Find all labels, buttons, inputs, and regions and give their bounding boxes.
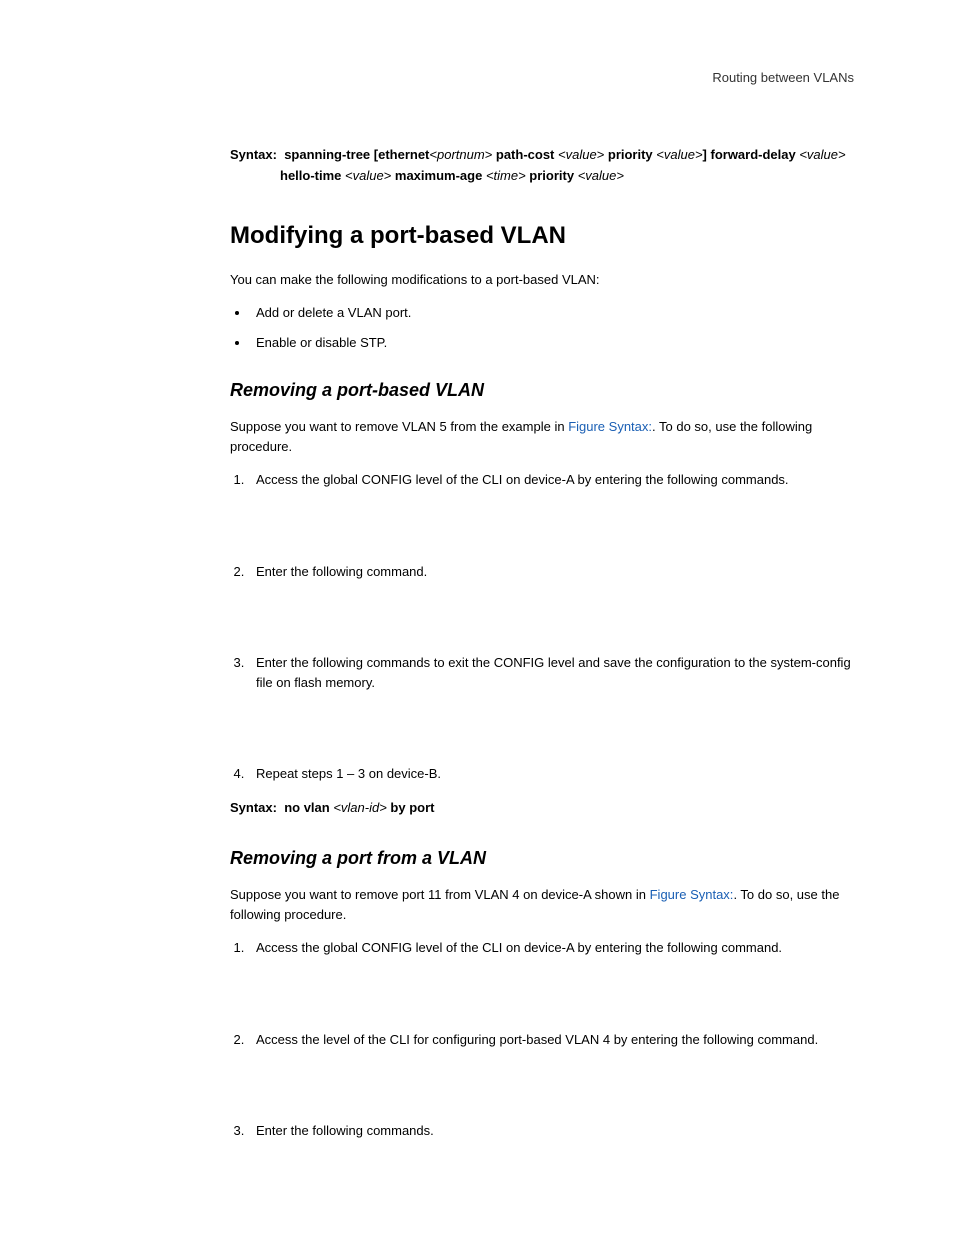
intro-paragraph: You can make the following modifications… (230, 270, 864, 290)
list-item: Access the global CONFIG level of the CL… (248, 470, 864, 490)
list-item: Enter the following commands. (248, 1121, 864, 1141)
list-item: Access the global CONFIG level of the CL… (248, 938, 864, 958)
heading-removing-port: Removing a port from a VLAN (230, 848, 864, 869)
text-span: Suppose you want to remove VLAN 5 from t… (230, 419, 568, 434)
list-item: Access the level of the CLI for configur… (248, 1030, 864, 1050)
removing-vlan-paragraph: Suppose you want to remove VLAN 5 from t… (230, 417, 864, 456)
syntax-text: ] forward-delay (703, 147, 800, 162)
syntax-text: priority (526, 168, 578, 183)
heading-modifying-vlan: Modifying a port-based VLAN (230, 222, 864, 250)
removing-port-paragraph: Suppose you want to remove port 11 from … (230, 885, 864, 924)
page-header: Routing between VLANs (90, 70, 864, 85)
list-item: Enter the following command. (248, 562, 864, 582)
modifications-list: Add or delete a VLAN port. Enable or dis… (250, 303, 864, 352)
text-span: Suppose you want to remove port 11 from … (230, 887, 650, 902)
figure-link[interactable]: Figure Syntax: (568, 419, 652, 434)
removing-port-steps: Access the global CONFIG level of the CL… (248, 938, 864, 1141)
figure-link[interactable]: Figure Syntax: (650, 887, 734, 902)
syntax-no-vlan: Syntax: no vlan <vlan-id> by port (230, 798, 864, 819)
syntax-text: hello-time (280, 168, 345, 183)
list-item: Enable or disable STP. (250, 333, 864, 353)
list-item: Add or delete a VLAN port. (250, 303, 864, 323)
syntax-param: <value> (578, 168, 624, 183)
syntax-param: <value> (558, 147, 604, 162)
syntax-param: <value> (656, 147, 702, 162)
removing-vlan-steps: Access the global CONFIG level of the CL… (248, 470, 864, 784)
syntax-param: <vlan-id> (333, 800, 386, 815)
syntax-label: Syntax: (230, 147, 277, 162)
syntax-param: <portnum> (429, 147, 492, 162)
syntax-text: maximum-age (391, 168, 486, 183)
syntax-text: by port (387, 800, 435, 815)
heading-removing-vlan: Removing a port-based VLAN (230, 380, 864, 401)
syntax-label: Syntax: (230, 800, 277, 815)
syntax-text: path-cost (492, 147, 558, 162)
syntax-text: no vlan (284, 800, 333, 815)
syntax-spanning-tree: Syntax: spanning-tree [ethernet<portnum>… (230, 145, 864, 187)
syntax-param: <value> (345, 168, 391, 183)
syntax-param: <value> (799, 147, 845, 162)
list-item: Enter the following commands to exit the… (248, 653, 864, 692)
list-item: Repeat steps 1 – 3 on device-B. (248, 764, 864, 784)
syntax-text: priority (604, 147, 656, 162)
syntax-text: spanning-tree [ethernet (284, 147, 429, 162)
syntax-param: <time> (486, 168, 526, 183)
